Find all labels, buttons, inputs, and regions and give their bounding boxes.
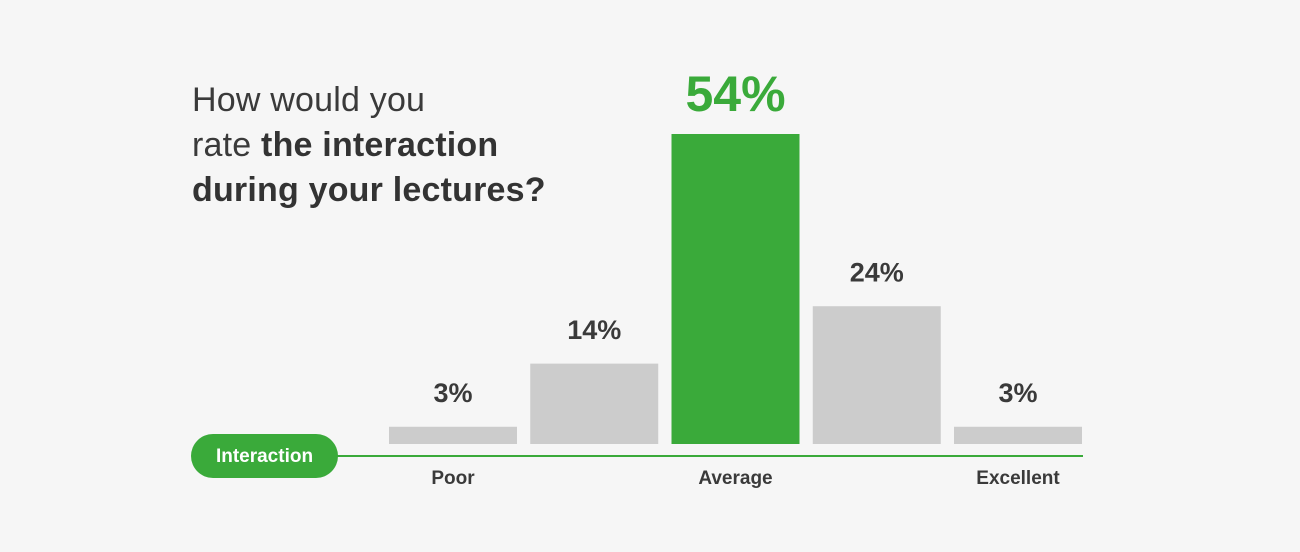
axis-badge [191,434,338,478]
title-emphasis: the interaction [261,126,499,164]
chart-title: How would you rate the interaction durin… [192,78,546,213]
x-tick-label: Excellent [976,468,1060,489]
bar [671,134,800,444]
title-line: rate the interaction [192,123,546,168]
title-text: rate [192,126,252,164]
bar [812,306,941,444]
title-text: How would you [192,81,426,119]
x-axis-label: Interaction [216,446,313,467]
value-label: 54% [685,66,785,122]
value-label: 3% [998,378,1037,408]
bar [954,426,1082,444]
x-tick-label: Average [698,468,772,489]
value-label: 14% [567,315,621,345]
x-tick-label: Poor [431,468,475,489]
title-line: How would you [192,78,546,123]
bar [389,426,517,444]
title-emphasis: during your lectures? [192,171,546,209]
value-label: 24% [850,257,904,287]
title-line: during your lectures? [192,168,546,213]
value-label: 3% [433,378,472,408]
bar [530,363,659,444]
